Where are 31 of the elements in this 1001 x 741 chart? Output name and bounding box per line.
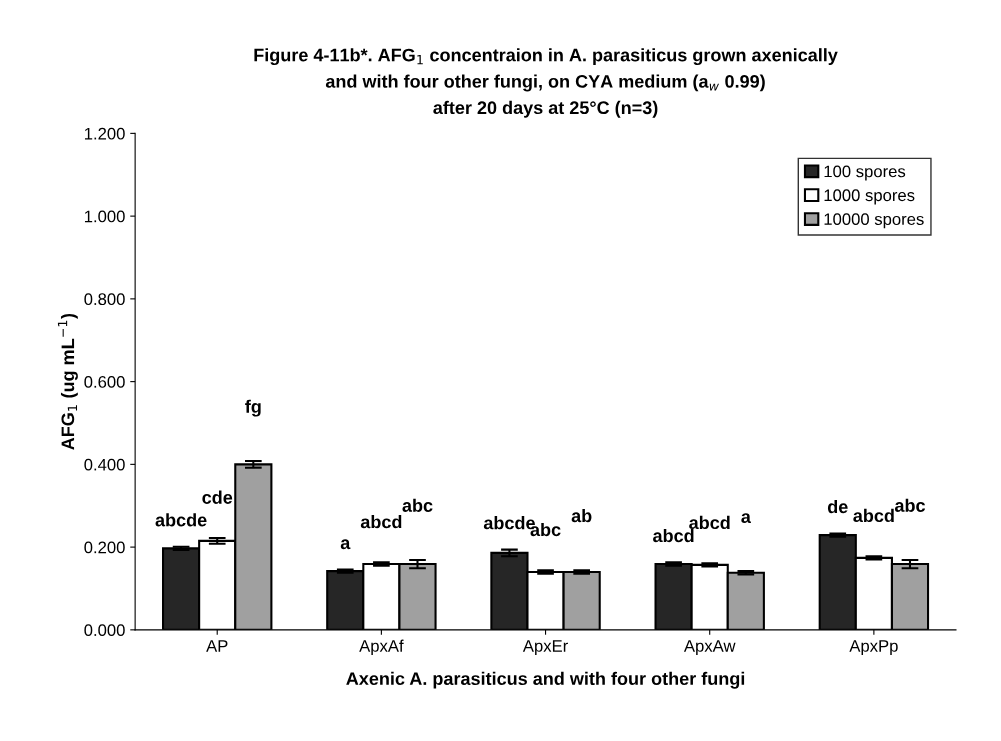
data-label: cde [202,490,233,504]
data-label: a [741,513,751,524]
y-tick-label: 0.400 [84,458,125,471]
data-label: abcd [653,528,694,543]
data-label: fg [245,399,261,417]
legend-label: 100 spores [824,165,906,181]
y-tick-label: 1.200 [84,127,125,140]
y-tick-label: 0.800 [84,293,125,306]
data-label: a [340,539,351,550]
data-label: abcd [689,515,730,530]
y-tick-label: 0.200 [84,541,125,554]
data-label: abc [894,498,926,512]
x-tick-label: AP [206,640,228,652]
y-axis-title: AFG$_{1}$ (ug mL$^{−1}$) [57,313,78,450]
data-label: de [827,499,848,514]
x-tick-label: ApxPp [849,640,898,656]
x-tick-label: ApxAf [359,639,404,656]
data-label: abcd [360,515,402,529]
chart-title: Figure 4-11b*. AFG$_{1}$ concentraion in A. parasiticus grown axenically and with four other fungi, on CYA medium (a$_{w}$ 0.99) after 20 days at 25°C (n=3) [254,48,838,118]
y-tick-label: 0.600 [84,376,125,388]
data-label: abcde [155,513,207,527]
data-label: abc [402,498,433,512]
data-label: abcd [853,508,894,523]
data-label: ab [571,509,592,523]
x-axis-title: Axenic A. parasiticus and with four other fungi [346,671,745,689]
x-tick-label: ApxAw [683,640,736,656]
y-tick-label: 1.000 [84,210,125,223]
legend-label: 1000 spores [824,189,915,205]
legend-label: 10000 spores [824,213,924,229]
x-tick-label: ApxEr [522,640,568,656]
y-tick-label: 0.000 [84,624,125,637]
